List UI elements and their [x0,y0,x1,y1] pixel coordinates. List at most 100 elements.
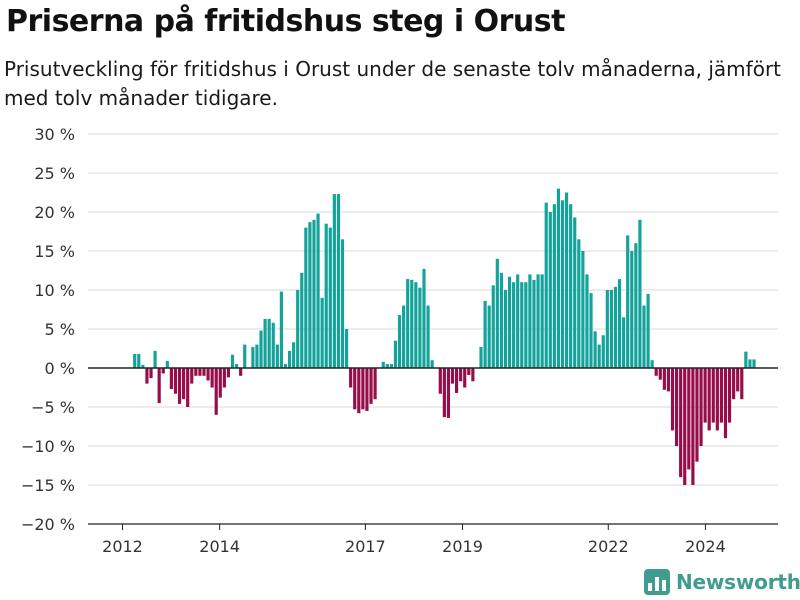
bar [287,350,292,368]
bar [397,314,402,368]
bar [304,227,308,368]
bar [634,243,638,368]
bar [214,368,218,415]
bar [222,368,226,388]
bar [544,202,548,368]
bar [666,368,671,392]
x-tick-label: 2012 [102,537,143,556]
bar [133,353,137,368]
bar [149,368,153,379]
bar [601,335,605,368]
bar [589,293,593,368]
bar [675,368,679,446]
bar [732,368,736,400]
bar [381,361,385,368]
bar [206,368,210,381]
bar [369,368,373,404]
bar [552,204,556,368]
y-tick-label: 30 % [34,125,75,144]
bar [259,330,263,368]
y-tick-label: −10 % [21,437,75,456]
bar [406,279,410,368]
bar [324,223,328,368]
bar [662,368,666,390]
bar [218,368,222,398]
bar [402,305,406,368]
bar [752,359,756,368]
bar [141,364,145,368]
bar [308,222,312,368]
bar [316,213,320,368]
bar [528,274,532,368]
bar [687,368,691,470]
bar [532,279,536,368]
gridlines [88,133,778,525]
bar [230,354,235,368]
x-tick-label: 2022 [588,537,629,556]
bar [679,368,683,478]
bar [605,290,609,368]
bar [516,274,520,368]
bar [239,368,243,376]
bar [459,368,463,382]
bar [267,318,271,368]
bar [622,317,626,368]
bar [503,290,508,368]
bar [357,368,361,414]
bar [292,342,296,368]
bar [263,318,267,368]
bar [540,274,544,368]
bar [410,279,414,368]
bar [556,188,561,368]
bar [613,286,618,368]
bar [186,368,190,407]
bar [520,282,524,368]
bar [336,194,341,368]
bar [422,268,426,368]
bar [654,368,658,376]
chart-subtitle: Prisutveckling för fritidshus i Orust un… [4,57,782,110]
bar [450,368,455,384]
y-tick-label: −15 % [21,476,75,495]
bar [650,360,654,368]
bar [173,368,178,394]
bar [711,368,715,423]
bar [153,350,157,368]
bar [438,368,442,394]
bar [393,340,398,368]
annotations: 1 % [737,0,767,4]
bar [491,285,495,368]
bar [593,331,597,368]
bar [512,282,516,368]
bar [414,282,418,368]
x-tick-label: 2014 [199,537,240,556]
bar [507,276,512,368]
bar [430,360,434,368]
bar [585,274,589,368]
bar [548,212,552,368]
newsworthy-logo: Newsworthy [644,566,800,598]
bar [683,368,687,485]
bar [483,300,487,368]
bar [271,322,275,368]
bar [300,272,304,368]
bar [296,290,300,368]
bar [695,368,699,462]
bar [670,368,675,431]
bar [479,346,483,368]
bar [243,344,247,368]
bar [198,368,202,376]
bar [740,368,744,400]
bar [137,353,141,368]
x-tick-label: 2017 [345,537,386,556]
bar [617,279,622,368]
bar [344,329,349,368]
bar [349,368,353,388]
bar [487,305,491,368]
bar [157,368,161,404]
y-tick-label: 5 % [45,320,75,339]
y-tick-label: −20 % [21,515,75,534]
bar [609,290,613,368]
y-tick-label: 25 % [34,164,75,183]
bar [748,359,752,368]
